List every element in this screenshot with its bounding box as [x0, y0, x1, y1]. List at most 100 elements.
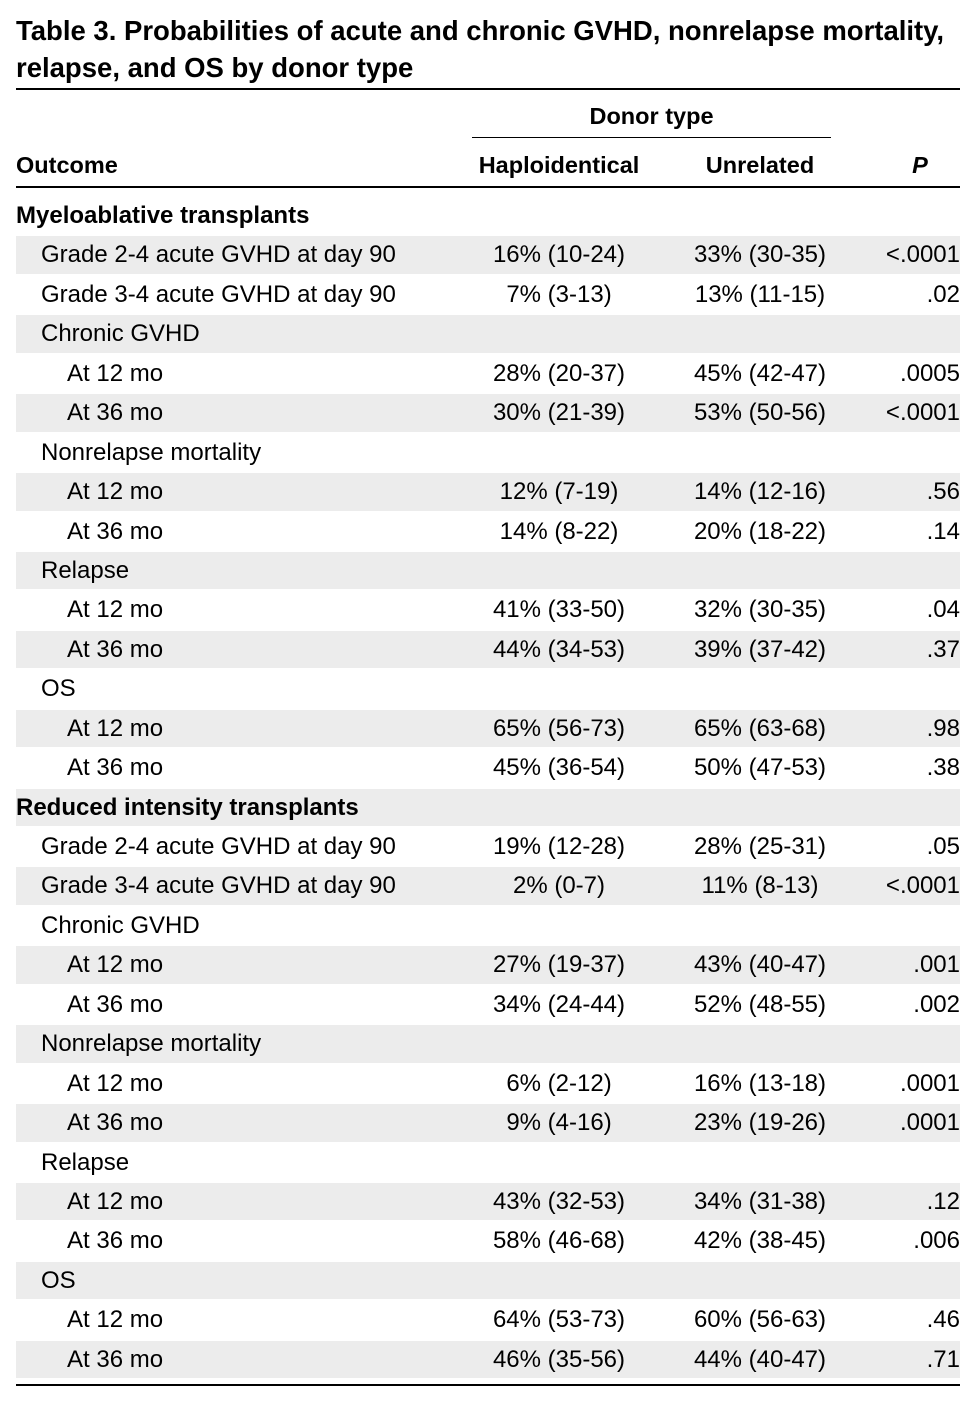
outcome-cell: At 36 mo: [67, 635, 164, 663]
haploidentical-cell: 9% (4-16): [506, 1109, 612, 1137]
outcome-cell: OS: [41, 1266, 76, 1294]
outcome-cell: Grade 3-4 acute GVHD at day 90: [41, 280, 396, 308]
haploidentical-cell: 43% (32-53): [492, 1187, 626, 1215]
table-row: Grade 3-4 acute GVHD at day 90 2% (0-7) 11…: [16, 867, 960, 905]
donor-type-rule: [472, 137, 831, 139]
haploidentical-cell: 6% (2-12): [506, 1069, 612, 1097]
unrelated-cell: 45% (42-47): [693, 359, 827, 387]
outcome-cell: At 36 mo: [67, 517, 164, 545]
table-row: At 36 mo 14% (8-22) 20% (18-22) .14: [16, 513, 960, 551]
table-row: Relapse: [16, 551, 960, 590]
table-row: Nonrelapse mortality: [16, 1025, 960, 1063]
haploidentical-cell: 58% (46-68): [492, 1227, 626, 1255]
table-row: At 36 mo 45% (36-54) 50% (47-53) .38: [16, 749, 960, 787]
outcome-cell: At 36 mo: [67, 754, 164, 782]
table-row: At 12 mo 28% (20-37) 45% (42-47) .0005: [16, 355, 960, 393]
unrelated-cell: 52% (48-55): [693, 990, 827, 1018]
unrelated-cell: 16% (13-18): [693, 1069, 827, 1097]
p-value-header: P: [912, 152, 928, 178]
outcome-cell: At 12 mo: [67, 478, 164, 506]
table-row: Grade 3-4 acute GVHD at day 90 7% (3-13) 1…: [16, 276, 960, 314]
p-value-cell: <.0001: [885, 399, 960, 427]
outcome-cell: At 36 mo: [67, 990, 164, 1018]
table-row: At 36 mo 34% (24-44) 52% (48-55) .002: [16, 986, 960, 1024]
outcome-cell: Nonrelapse mortality: [41, 1030, 262, 1058]
table-row: At 12 mo 64% (53-73) 60% (56-63) .46: [16, 1301, 960, 1339]
outcome-cell: Relapse: [41, 1148, 130, 1176]
table-row: At 12 mo 12% (7-19) 14% (12-16) .56: [16, 473, 960, 511]
haploidentical-cell: 64% (53-73): [492, 1306, 626, 1334]
table-row: At 12 mo 65% (56-73) 65% (63-68) .98: [16, 709, 960, 748]
unrelated-cell: 11% (8-13): [701, 872, 819, 900]
haploidentical-cell: 16% (10-24): [492, 241, 626, 269]
haploidentical-cell: 34% (24-44): [492, 990, 626, 1018]
unrelated-cell: 20% (18-22): [693, 517, 827, 545]
p-value-cell: <.0001: [885, 872, 960, 900]
p-value-cell: .05: [926, 833, 960, 860]
haploidentical-cell: 65% (56-73): [492, 714, 626, 742]
top-rule: [16, 88, 960, 90]
outcome-cell: At 12 mo: [67, 596, 164, 624]
unrelated-cell: 39% (37-42): [693, 635, 827, 663]
outcome-cell: At 36 mo: [67, 1227, 164, 1255]
table-row: Relapse: [16, 1144, 960, 1182]
p-value-cell: .006: [913, 1227, 960, 1255]
haploidentical-cell: 45% (36-54): [492, 754, 626, 782]
table-row: At 36 mo 58% (46-68) 42% (38-45) .006: [16, 1222, 960, 1260]
unrelated-cell: 43% (40-47): [693, 951, 827, 979]
p-value-cell: .46: [926, 1306, 960, 1334]
unrelated-cell: 13% (11-15): [694, 280, 826, 308]
outcome-cell: Grade 3-4 acute GVHD at day 90: [41, 872, 396, 900]
outcome-cell: At 12 mo: [67, 359, 164, 387]
outcome-cell: Myeloablative transplants: [16, 202, 310, 229]
outcome-cell: At 36 mo: [67, 1109, 164, 1137]
table-row: At 12 mo 27% (19-37) 43% (40-47) .001: [16, 946, 960, 984]
p-value-cell: .37: [926, 635, 960, 663]
p-value-cell: .0001: [899, 1109, 960, 1137]
table-row: At 12 mo 43% (32-53) 34% (31-38) .12: [16, 1182, 960, 1221]
haploidentical-cell: 19% (12-28): [492, 833, 626, 860]
unrelated-cell: 28% (25-31): [693, 833, 827, 860]
haploidentical-cell: 41% (33-50): [492, 596, 626, 624]
table-row: At 36 mo 46% (35-56) 44% (40-47) .71: [16, 1340, 960, 1379]
unrelated-cell: 14% (12-16): [693, 478, 827, 506]
unrelated-cell: 23% (19-26): [693, 1109, 827, 1137]
unrelated-cell: 42% (38-45): [693, 1227, 827, 1255]
haploidentical-header: Haploidentical: [478, 152, 640, 178]
table-row: Grade 2-4 acute GVHD at day 90 16% (10-24…: [16, 236, 960, 274]
unrelated-header: Unrelated: [705, 152, 815, 178]
unrelated-cell: 32% (30-35): [693, 596, 827, 624]
p-value-cell: .12: [926, 1187, 960, 1215]
header-rule: [16, 186, 960, 188]
outcome-cell: Reduced intensity transplants: [16, 793, 359, 821]
outcome-cell: At 12 mo: [67, 951, 164, 979]
table-body: Myeloablative transplants Grade 2-4 acute…: [16, 197, 960, 1380]
unrelated-cell: 60% (56-63): [693, 1306, 827, 1334]
outcome-header: Outcome: [16, 152, 118, 178]
table-row: At 36 mo 9% (4-16) 23% (19-26) .0001: [16, 1104, 960, 1142]
table-row: Grade 2-4 acute GVHD at day 90 19% (12-28…: [16, 828, 960, 866]
unrelated-cell: 44% (40-47): [693, 1345, 827, 1373]
haploidentical-cell: 7% (3-13): [506, 280, 612, 308]
table-row: Nonrelapse mortality: [16, 434, 960, 472]
outcome-cell: At 12 mo: [67, 1069, 164, 1097]
p-value-cell: .04: [926, 596, 960, 624]
table-row: OS: [16, 1261, 960, 1300]
haploidentical-cell: 2% (0-7): [512, 872, 606, 900]
donor-type-header: Donor type: [589, 103, 714, 129]
outcome-cell: Nonrelapse mortality: [41, 438, 262, 466]
haploidentical-cell: 14% (8-22): [499, 517, 619, 545]
p-value-cell: .38: [926, 754, 960, 782]
table-row: At 36 mo 30% (21-39) 53% (50-56) <.0001: [16, 394, 960, 432]
table-title: Table 3. Probabilities of acute and chro…: [16, 15, 945, 83]
outcome-cell: OS: [41, 675, 76, 703]
unrelated-cell: 65% (63-68): [693, 714, 827, 742]
haploidentical-cell: 28% (20-37): [492, 359, 626, 387]
outcome-cell: Grade 2-4 acute GVHD at day 90: [41, 241, 396, 269]
p-value-cell: .14: [926, 517, 960, 545]
p-value-cell: .0001: [899, 1069, 960, 1097]
p-value-cell: .0005: [899, 359, 960, 387]
section-row: Myeloablative transplants: [16, 197, 960, 235]
outcome-cell: At 36 mo: [67, 1345, 164, 1373]
haploidentical-cell: 12% (7-19): [499, 478, 619, 506]
